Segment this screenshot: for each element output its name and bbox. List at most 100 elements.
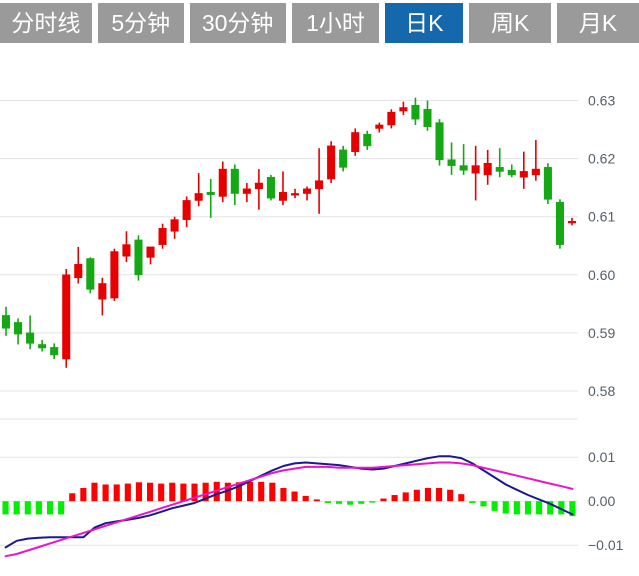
macd-dea-line (4, 461, 574, 558)
candle-body (242, 188, 251, 194)
tab-label: 1小时 (306, 9, 365, 36)
stock-chart[interactable]: 0.63 0.62 0.61 0.60 0.59 0.58 0.01 0.00 −0.01 (0, 45, 639, 576)
candle-body (567, 221, 577, 224)
macd-bar (347, 501, 354, 505)
candle-body (543, 167, 552, 200)
candle-body (423, 108, 432, 127)
tab-period-4[interactable]: 日K (385, 2, 464, 43)
macd-bar (291, 491, 298, 502)
macd-tick-label: 0.01 (588, 449, 615, 465)
macd-bar (91, 482, 98, 502)
candle-body (290, 193, 300, 196)
price-tick-label: 0.61 (588, 209, 615, 225)
candle-body (50, 347, 59, 356)
period-tab-bar: 分时线 5分钟 30分钟 1小时 日K 周K 月K (0, 0, 639, 45)
macd-bar (180, 483, 187, 502)
candle-body (375, 124, 384, 129)
macd-bar (324, 501, 331, 503)
macd-tick-label: −0.01 (588, 537, 624, 553)
tab-period-2[interactable]: 30分钟 (189, 2, 286, 43)
macd-bar (502, 501, 509, 514)
candle-body (146, 246, 155, 258)
macd-bar (235, 482, 243, 502)
macd-tick-label: 0.00 (588, 493, 615, 509)
macd-bar (169, 482, 176, 502)
tab-label: 分时线 (11, 9, 81, 36)
tab-label: 5分钟 (111, 9, 171, 36)
macd-bar (569, 501, 576, 517)
macd-bar (547, 501, 554, 515)
candle-body (315, 180, 324, 190)
candle-body (182, 200, 191, 220)
candle-body (266, 176, 275, 199)
candle-body (447, 159, 456, 166)
macd-bar (158, 483, 165, 502)
candle-body (339, 149, 348, 168)
macd-bar (447, 489, 454, 502)
chart-stage: 0.63 0.62 0.61 0.60 0.59 0.58 0.01 0.00 −0.01 (0, 45, 639, 576)
macd-bar (124, 483, 131, 502)
tab-period-3[interactable]: 1小时 (291, 2, 380, 43)
macd-bar (413, 489, 420, 502)
candle-body (411, 104, 420, 120)
candle-body (303, 188, 312, 194)
price-tick-label: 0.62 (588, 151, 615, 167)
tab-period-1[interactable]: 5分钟 (97, 2, 184, 43)
candle-body (218, 168, 227, 197)
candle-body (86, 258, 95, 290)
candle-body (158, 228, 167, 245)
macd-bar (280, 488, 287, 502)
macd-bar (191, 483, 198, 502)
candle-body (387, 111, 396, 126)
candle-body (194, 193, 203, 201)
macd-axis-labels: 0.01 0.00 −0.01 (588, 449, 624, 553)
candle-body (435, 122, 444, 161)
candle-body (14, 322, 23, 335)
tab-period-0[interactable]: 分时线 (0, 2, 92, 43)
macd-bar (269, 482, 276, 502)
candlestick-series (1, 97, 577, 368)
macd-bar (491, 501, 498, 511)
macd-gridlines (0, 418, 578, 546)
candle-body (495, 167, 504, 172)
macd-bar (391, 495, 398, 502)
macd-bar (536, 501, 543, 515)
candle-body (98, 283, 107, 300)
candle-body (363, 133, 372, 147)
candle-body (459, 165, 468, 171)
macd-bar (558, 501, 565, 515)
candle-body (122, 244, 131, 257)
candle-body (254, 182, 263, 190)
macd-bar (524, 501, 532, 515)
candle-body (170, 219, 179, 232)
price-gridlines (0, 100, 578, 392)
macd-bar (58, 501, 65, 515)
candle-body (327, 145, 336, 180)
macd-bar (80, 488, 87, 502)
candle-body (531, 168, 540, 176)
tab-label: 30分钟 (201, 9, 274, 36)
candle-body (483, 162, 492, 176)
tab-period-6[interactable]: 月K (557, 2, 639, 43)
candle-body (1, 315, 11, 329)
candle-body (399, 107, 408, 112)
macd-bar (258, 481, 265, 502)
tab-period-5[interactable]: 周K (469, 2, 552, 43)
macd-bar (513, 501, 520, 515)
candle-body (555, 201, 564, 245)
candle-body (230, 168, 239, 194)
candle-body (471, 165, 480, 174)
macd-bar (147, 482, 154, 502)
macd-bar (358, 501, 365, 504)
macd-bar (335, 501, 343, 504)
candle-body (278, 192, 288, 201)
tab-label: 月K (578, 9, 618, 36)
candle-body (519, 171, 528, 178)
macd-bar (24, 501, 31, 515)
price-axis-labels: 0.63 0.62 0.61 0.60 0.59 0.58 (588, 93, 615, 399)
tab-label: 周K (491, 9, 530, 36)
macd-bar (113, 484, 120, 502)
macd-bar (13, 501, 20, 515)
price-tick-label: 0.63 (588, 93, 615, 109)
macd-bar (35, 501, 42, 515)
